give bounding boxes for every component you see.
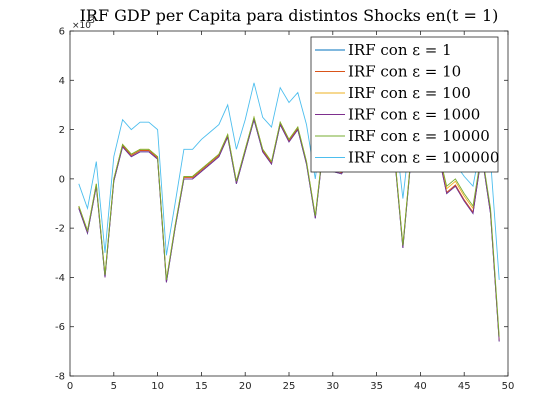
x-tick-label: 10 xyxy=(151,381,164,392)
y-tick-label: 0 xyxy=(59,174,65,185)
y-exponent-power: -3 xyxy=(86,16,95,26)
x-tick-label: 45 xyxy=(458,381,471,392)
x-tick-label: 20 xyxy=(239,381,252,392)
legend-label-5: IRF con ε = 10000 xyxy=(348,127,490,145)
legend-box xyxy=(310,36,499,173)
y-tick-label: -6 xyxy=(55,322,65,333)
y-exponent-base: ×10 xyxy=(72,21,91,31)
x-axis: 0 5 10 15 20 25 30 35 40 45 50 xyxy=(67,31,515,392)
y-tick-label: 2 xyxy=(59,125,65,136)
y-tick-label: 4 xyxy=(59,76,65,87)
x-tick-label: 40 xyxy=(414,381,427,392)
legend-label-4: IRF con ε = 1000 xyxy=(348,106,480,124)
x-tick-label: 0 xyxy=(67,381,73,392)
x-tick-label: 25 xyxy=(283,381,296,392)
y-tick-label: 6 xyxy=(59,27,65,38)
y-axis: -8 -6 -4 -2 0 2 4 6 xyxy=(55,27,508,383)
legend-label-3: IRF con ε = 100 xyxy=(348,84,471,102)
y-tick-label: -4 xyxy=(55,273,65,284)
legend-label-6: IRF con ε = 100000 xyxy=(348,149,499,167)
y-tick-label: -2 xyxy=(55,224,65,235)
chart-title: IRF GDP per Capita para distintos Shocks… xyxy=(80,6,499,25)
x-tick-label: 5 xyxy=(111,381,117,392)
legend-label-1: IRF con ε = 1 xyxy=(348,41,452,59)
x-tick-label: 15 xyxy=(195,381,208,392)
legend-label-2: IRF con ε = 10 xyxy=(348,63,461,81)
x-tick-label: 35 xyxy=(370,381,383,392)
legend: IRF con ε = 1 IRF con ε = 10 IRF con ε = 1… xyxy=(310,36,499,173)
x-tick-label: 50 xyxy=(502,381,515,392)
x-tick-label: 30 xyxy=(326,381,339,392)
y-tick-label: -8 xyxy=(55,372,65,383)
